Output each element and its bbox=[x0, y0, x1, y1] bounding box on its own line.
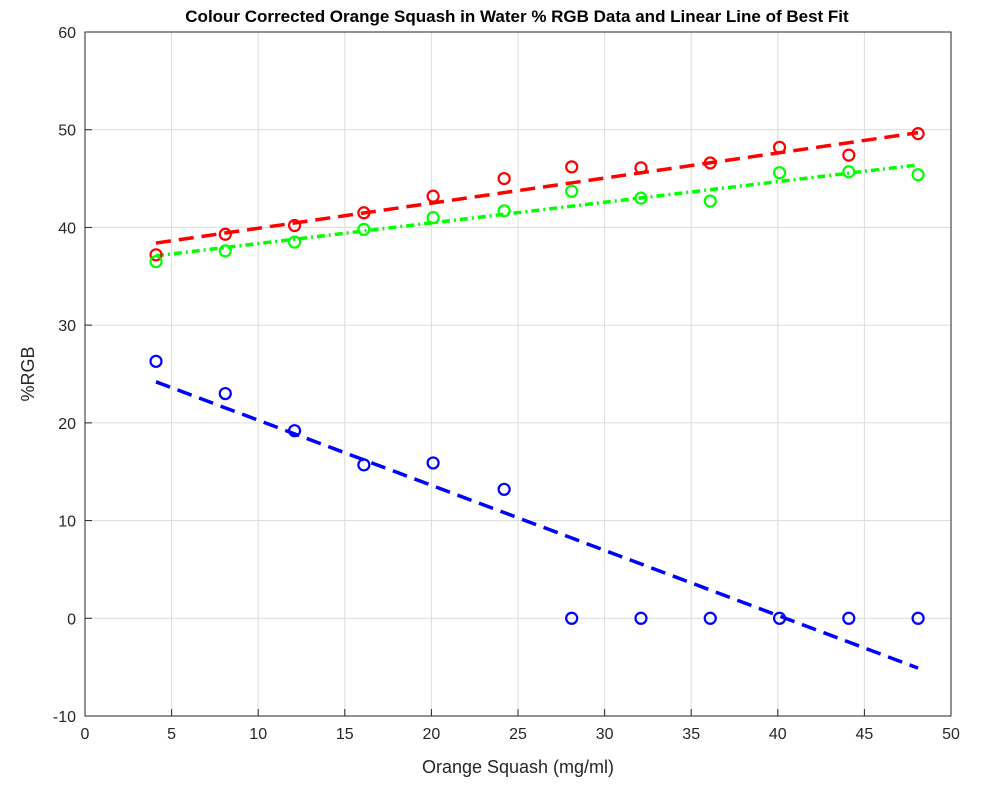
data-point-1 bbox=[703, 194, 717, 208]
x-tick-label: 50 bbox=[942, 726, 960, 743]
fit-line-1 bbox=[155, 163, 919, 258]
x-tick-label: 25 bbox=[509, 726, 527, 743]
data-point-1 bbox=[287, 235, 302, 249]
data-point-1 bbox=[772, 166, 787, 180]
data-point-2 bbox=[497, 482, 511, 496]
data-point-2 bbox=[565, 611, 579, 625]
data-point-2 bbox=[287, 424, 302, 438]
data-point-1 bbox=[149, 255, 163, 269]
data-point-0 bbox=[703, 156, 717, 170]
data-point-1 bbox=[634, 191, 648, 205]
x-tick-label: 30 bbox=[596, 726, 614, 743]
data-point-0 bbox=[218, 227, 232, 241]
x-tick-label: 15 bbox=[336, 726, 354, 743]
data-point-0 bbox=[357, 206, 371, 220]
y-tick-label: 50 bbox=[58, 123, 76, 140]
y-axis-ticks: -10 0 10 20 30 40 50 60 bbox=[53, 25, 92, 726]
x-tick-label: 40 bbox=[769, 726, 787, 743]
data-point-1 bbox=[497, 204, 511, 218]
x-tick-label: 5 bbox=[167, 726, 176, 743]
x-tick-label: 35 bbox=[682, 726, 700, 743]
data-point-2 bbox=[703, 611, 717, 625]
x-tick-label: 10 bbox=[249, 726, 267, 743]
data-points bbox=[149, 127, 925, 625]
fit-line-2 bbox=[155, 380, 919, 670]
y-tick-label: 10 bbox=[58, 514, 76, 531]
data-point-2 bbox=[634, 611, 648, 625]
x-tick-label: 45 bbox=[856, 726, 874, 743]
x-tick-label: 20 bbox=[423, 726, 441, 743]
x-tick-label: 0 bbox=[81, 726, 90, 743]
data-point-0 bbox=[497, 171, 511, 186]
y-tick-label: 30 bbox=[58, 318, 76, 335]
data-point-1 bbox=[911, 168, 925, 182]
data-point-2 bbox=[218, 386, 232, 401]
data-point-0 bbox=[911, 127, 925, 141]
y-tick-label: -10 bbox=[53, 709, 76, 726]
data-point-1 bbox=[565, 184, 579, 198]
data-point-2 bbox=[911, 611, 925, 625]
data-point-0 bbox=[426, 189, 440, 203]
y-axis-label: %RGB bbox=[18, 346, 38, 401]
y-tick-label: 40 bbox=[58, 220, 76, 237]
y-tick-label: 0 bbox=[67, 611, 76, 628]
data-point-1 bbox=[842, 165, 856, 179]
grid bbox=[85, 32, 951, 716]
data-point-0 bbox=[149, 248, 163, 262]
fit-line-0 bbox=[155, 130, 919, 245]
data-point-2 bbox=[149, 354, 163, 368]
data-point-1 bbox=[357, 222, 371, 236]
data-point-0 bbox=[287, 218, 302, 233]
x-axis-label: Orange Squash (mg/ml) bbox=[422, 757, 614, 777]
data-point-2 bbox=[357, 458, 371, 472]
data-point-1 bbox=[426, 211, 440, 225]
data-point-2 bbox=[842, 611, 856, 625]
fit-lines bbox=[155, 130, 919, 670]
x-axis-ticks: 0 5 10 15 20 25 30 35 40 45 50 bbox=[81, 709, 960, 743]
data-point-1 bbox=[218, 244, 232, 258]
data-point-0 bbox=[772, 140, 787, 154]
data-point-0 bbox=[634, 161, 648, 175]
y-tick-label: 20 bbox=[58, 416, 76, 433]
chart-title: Colour Corrected Orange Squash in Water … bbox=[185, 7, 849, 26]
y-tick-label: 60 bbox=[58, 25, 76, 42]
plot-frame bbox=[84, 31, 952, 717]
data-point-2 bbox=[772, 611, 787, 625]
data-point-2 bbox=[426, 456, 440, 470]
data-point-0 bbox=[565, 160, 579, 174]
data-point-0 bbox=[842, 148, 856, 162]
